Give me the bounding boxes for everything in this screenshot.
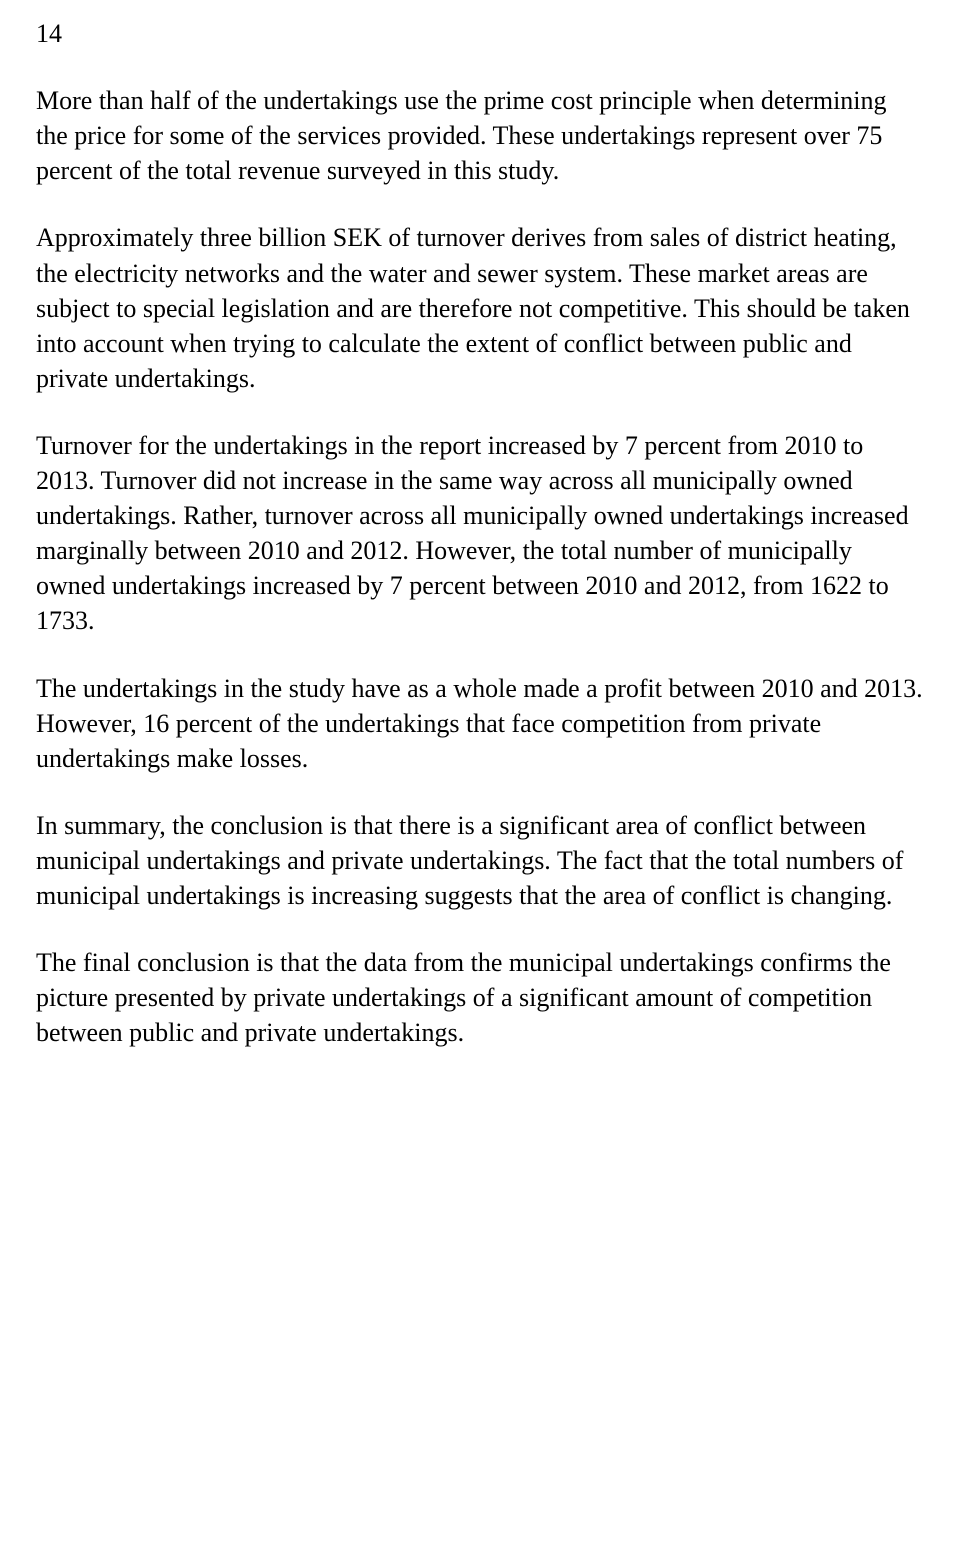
body-paragraph: Approximately three billion SEK of turno…	[36, 220, 924, 395]
body-paragraph: The undertakings in the study have as a …	[36, 671, 924, 776]
body-paragraph: The final conclusion is that the data fr…	[36, 945, 924, 1050]
body-paragraph: In summary, the conclusion is that there…	[36, 808, 924, 913]
page-number: 14	[36, 18, 924, 49]
document-page: 14 More than half of the undertakings us…	[0, 0, 960, 1543]
body-paragraph: Turnover for the undertakings in the rep…	[36, 428, 924, 639]
body-paragraph: More than half of the undertakings use t…	[36, 83, 924, 188]
